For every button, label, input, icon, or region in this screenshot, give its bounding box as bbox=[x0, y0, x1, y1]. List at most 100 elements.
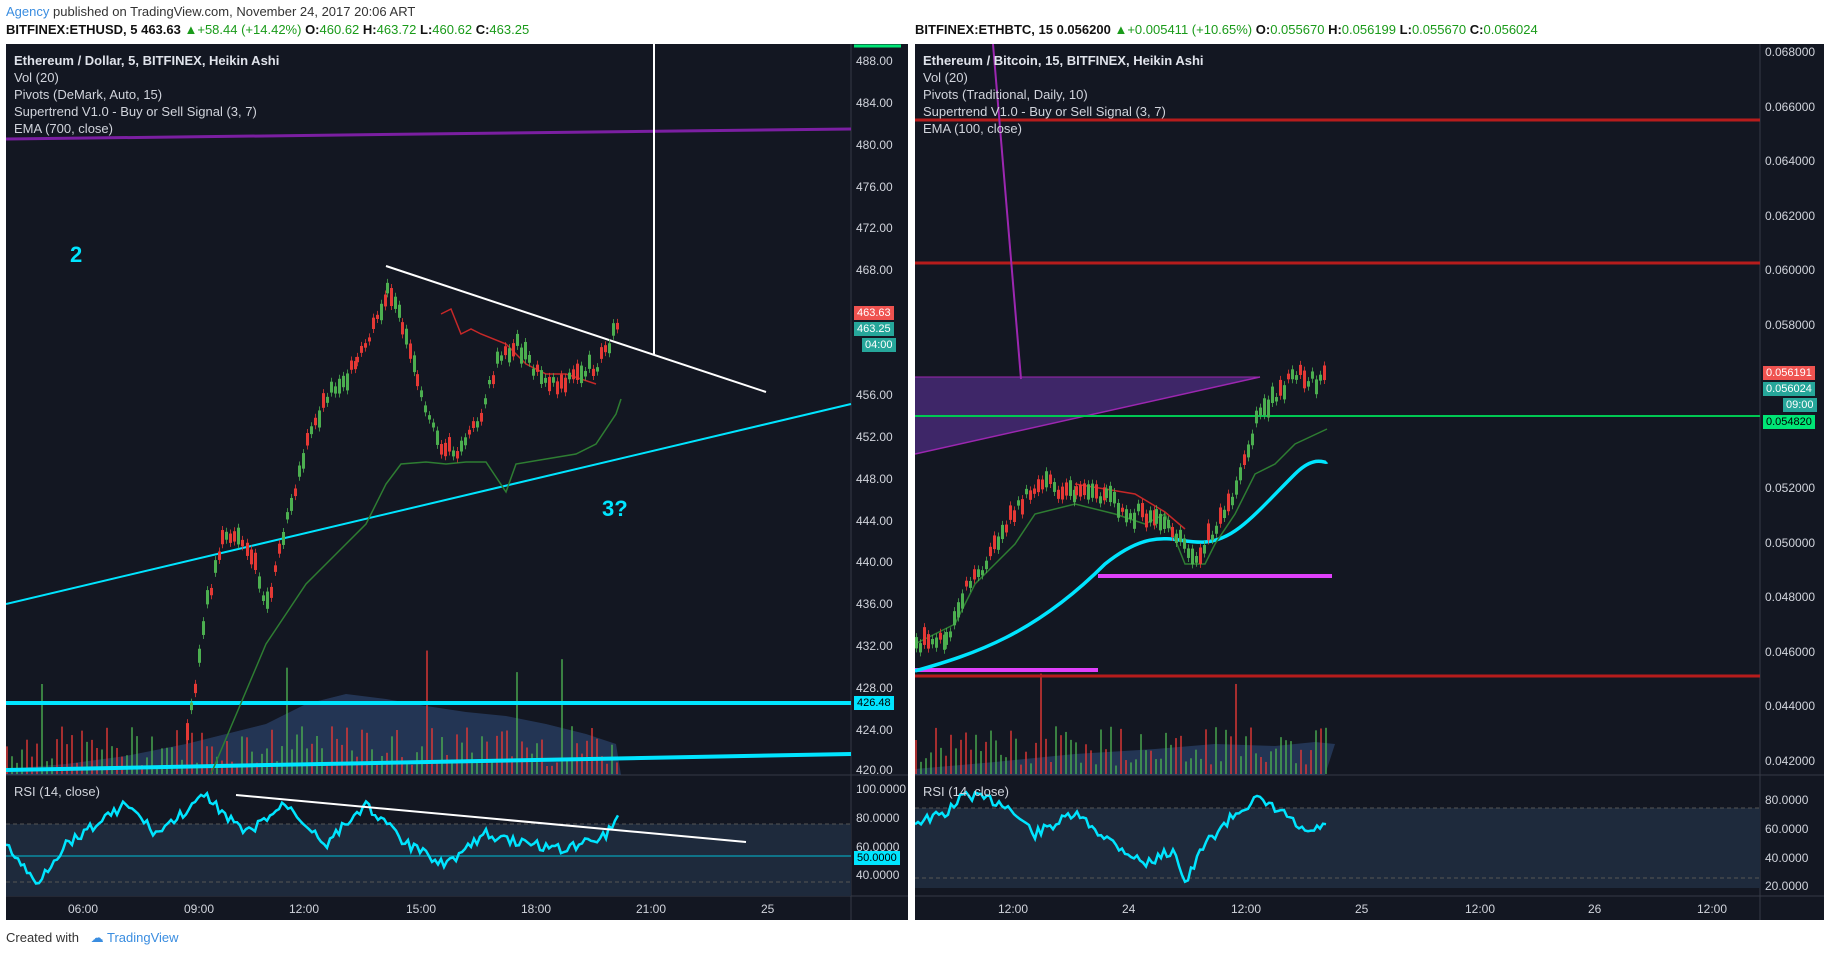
right-chart-canvas[interactable] bbox=[915, 44, 1824, 920]
volume-bar bbox=[451, 759, 453, 774]
candle-body bbox=[290, 497, 293, 511]
volume-bar bbox=[496, 735, 498, 774]
volume-bar bbox=[266, 748, 268, 774]
left-legend-pivots[interactable]: Pivots (DeMark, Auto, 15) bbox=[14, 87, 163, 102]
volume-bar bbox=[336, 738, 338, 774]
volume-bar bbox=[56, 739, 58, 774]
candle-body bbox=[218, 551, 221, 560]
candle-body bbox=[969, 581, 972, 588]
volume-bar bbox=[546, 765, 548, 774]
left-rsi-value-tag: 50.0000 bbox=[854, 851, 900, 865]
volume-bar bbox=[925, 758, 927, 774]
volume-bar bbox=[1275, 748, 1277, 774]
candle-body bbox=[1163, 516, 1166, 529]
candle-body bbox=[237, 527, 240, 545]
candle-body bbox=[576, 363, 579, 380]
right-rsi-tick: 40.0000 bbox=[1765, 851, 1809, 865]
volume-bar bbox=[291, 749, 293, 774]
left-legend-ema[interactable]: EMA (700, close) bbox=[14, 121, 113, 136]
candle-body bbox=[608, 343, 611, 354]
candle-body bbox=[1053, 482, 1056, 492]
left-legend-supertrend[interactable]: Supertrend V1.0 - Buy or Sell Signal (3,… bbox=[14, 104, 257, 119]
candle-body bbox=[456, 451, 459, 459]
left-legend-vol[interactable]: Vol (20) bbox=[14, 70, 59, 85]
candle-body bbox=[413, 355, 416, 373]
candle-body bbox=[254, 552, 257, 571]
candle-body bbox=[390, 288, 393, 307]
candle-body bbox=[380, 303, 383, 321]
left-chart-canvas[interactable] bbox=[6, 44, 908, 920]
right-legend-vol[interactable]: Vol (20) bbox=[923, 70, 968, 85]
volume-bar bbox=[326, 763, 328, 774]
candle-body bbox=[981, 570, 984, 576]
left-time-tick: 06:00 bbox=[68, 902, 99, 916]
candle-body bbox=[1029, 490, 1032, 500]
volume-bar bbox=[81, 730, 83, 774]
right-rsi-label[interactable]: RSI (14, close) bbox=[923, 784, 1009, 799]
right-green-level-tag: 0.054820 bbox=[1763, 415, 1815, 429]
left-rsi-label[interactable]: RSI (14, close) bbox=[14, 784, 100, 799]
volume-bar bbox=[1000, 754, 1002, 774]
volume-bar bbox=[246, 737, 248, 774]
right-price-tick: 0.058000 bbox=[1765, 318, 1816, 332]
volume-bar bbox=[1105, 749, 1107, 774]
volume-bar bbox=[975, 734, 977, 774]
right-legend-pivots[interactable]: Pivots (Traditional, Daily, 10) bbox=[923, 87, 1088, 102]
candle-body bbox=[384, 294, 387, 307]
candle-body bbox=[1141, 503, 1144, 518]
volume-bar bbox=[346, 727, 348, 774]
candle-body bbox=[1091, 483, 1094, 498]
right-price-tick: 0.050000 bbox=[1765, 536, 1816, 550]
candle-body bbox=[1109, 485, 1112, 503]
left-price-tick: 432.00 bbox=[856, 639, 893, 653]
tradingview-logo-link[interactable]: ☁ TradingView bbox=[90, 930, 179, 945]
volume-bar bbox=[1090, 750, 1092, 774]
volume-bar bbox=[950, 734, 952, 774]
volume-bar bbox=[101, 749, 103, 774]
candle-body bbox=[1155, 509, 1158, 524]
candle-body bbox=[394, 296, 397, 309]
volume-bar bbox=[1325, 727, 1327, 774]
right-legend-supertrend[interactable]: Supertrend V1.0 - Buy or Sell Signal (3,… bbox=[923, 104, 1166, 119]
candle-body bbox=[440, 444, 443, 455]
volume-bar bbox=[1180, 735, 1182, 774]
volume-bar bbox=[466, 727, 468, 774]
volume-bar bbox=[486, 741, 488, 774]
volume-bar bbox=[11, 756, 13, 774]
candle-body bbox=[935, 637, 938, 648]
volume-bar bbox=[1210, 764, 1212, 774]
candle-body bbox=[460, 440, 463, 452]
volume-bar bbox=[1290, 741, 1292, 774]
left-legend-title[interactable]: Ethereum / Dollar, 5, BITFINEX, Heikin A… bbox=[14, 53, 280, 68]
right-time-tick: 12:00 bbox=[998, 902, 1029, 916]
left-candles bbox=[186, 278, 619, 745]
candle-body bbox=[1137, 503, 1140, 512]
volume-bar bbox=[41, 683, 43, 774]
candle-body bbox=[1017, 500, 1020, 506]
candle-body bbox=[322, 393, 325, 408]
right-legend-ema[interactable]: EMA (100, close) bbox=[923, 121, 1022, 136]
left-chart-pane[interactable]: Ethereum / Dollar, 5, BITFINEX, Heikin A… bbox=[6, 44, 908, 920]
volume-bar bbox=[1065, 731, 1067, 774]
agency-link[interactable]: Agency bbox=[6, 4, 50, 19]
volume-bar bbox=[1095, 764, 1097, 774]
candle-body bbox=[1239, 467, 1242, 481]
right-countdown-tag: 09:00 bbox=[1783, 398, 1817, 412]
right-chart-pane[interactable]: Ethereum / Bitcoin, 15, BITFINEX, Heikin… bbox=[915, 44, 1824, 920]
right-time-tick: 24 bbox=[1122, 902, 1136, 916]
volume-bar bbox=[271, 729, 273, 774]
candle-body bbox=[432, 422, 435, 428]
candle-body bbox=[386, 282, 389, 294]
candle-body bbox=[1057, 489, 1060, 499]
right-change: ▲+0.005411 (+10.65%) bbox=[1114, 22, 1253, 37]
candle-body bbox=[1069, 480, 1072, 496]
volume-bar bbox=[1015, 738, 1017, 774]
volume-bar bbox=[970, 749, 972, 774]
candle-body bbox=[314, 417, 317, 426]
right-legend-title[interactable]: Ethereum / Bitcoin, 15, BITFINEX, Heikin… bbox=[923, 53, 1204, 68]
candle-body bbox=[484, 398, 487, 405]
candle-body bbox=[420, 390, 423, 398]
volume-bar bbox=[51, 758, 53, 774]
volume-bar bbox=[1025, 751, 1027, 774]
candle-body bbox=[342, 375, 345, 388]
